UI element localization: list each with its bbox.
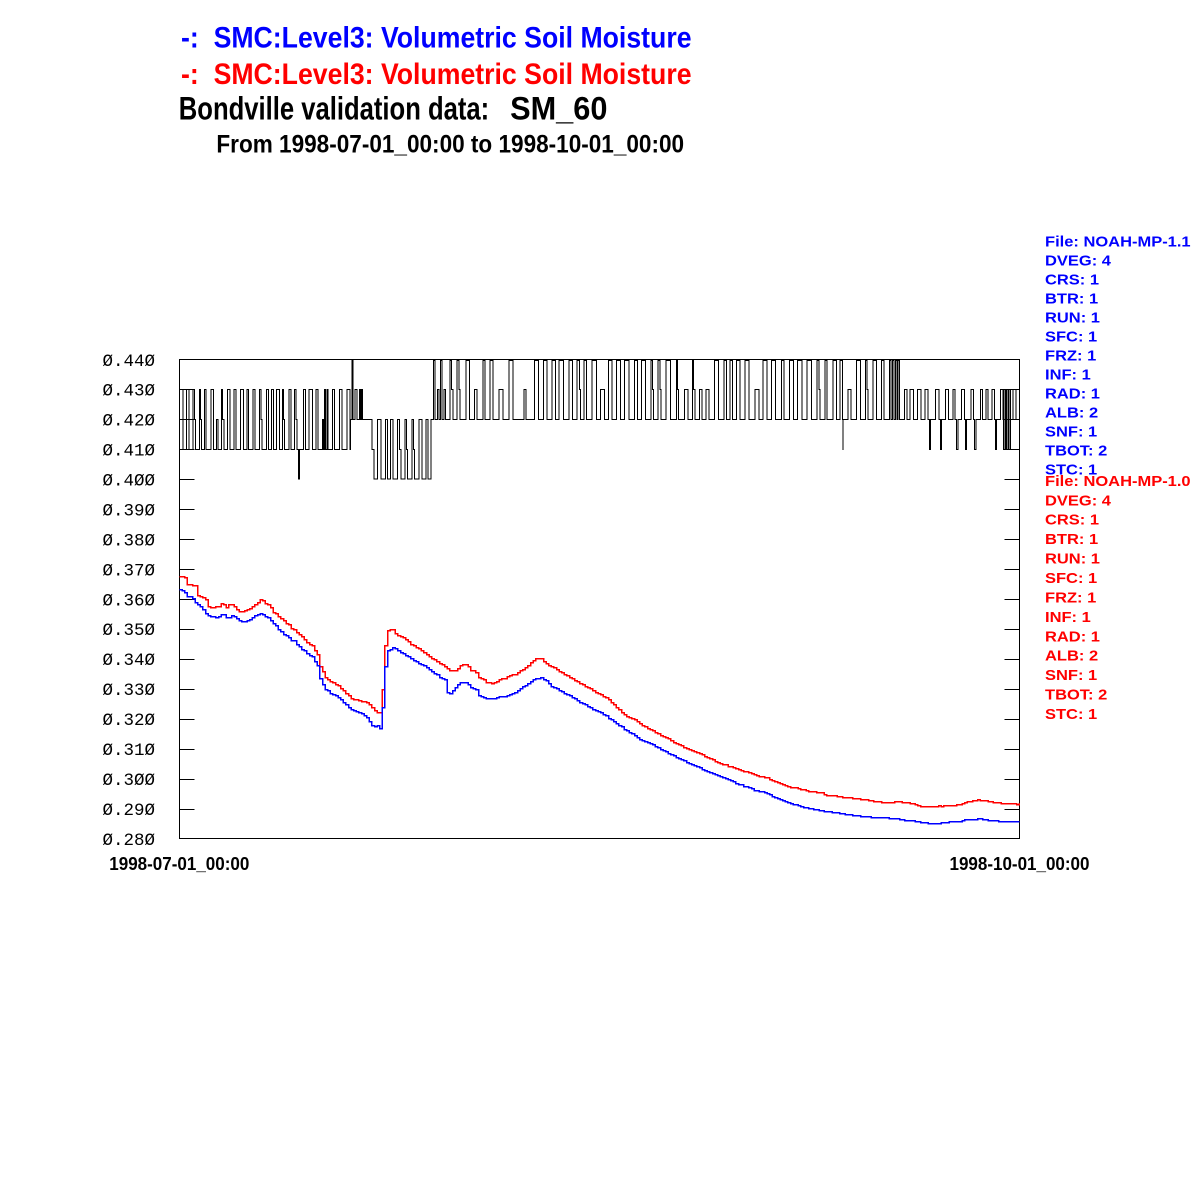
svg-text:RAD: 1: RAD: 1: [1045, 386, 1100, 402]
svg-text:Ø.42Ø: Ø.42Ø: [102, 412, 155, 432]
svg-text:Ø.36Ø: Ø.36Ø: [102, 591, 155, 611]
svg-text:Ø.33Ø: Ø.33Ø: [102, 681, 155, 701]
svg-text:File: NOAH-MP-1.0: File: NOAH-MP-1.0: [1045, 474, 1191, 490]
svg-text:FRZ: 1: FRZ: 1: [1045, 348, 1097, 364]
svg-text:File: NOAH-MP-1.1: File: NOAH-MP-1.1: [1045, 234, 1191, 250]
svg-text:Ø.29Ø: Ø.29Ø: [102, 801, 155, 821]
svg-text:TBOT: 2: TBOT: 2: [1045, 687, 1108, 703]
svg-text:Ø.31Ø: Ø.31Ø: [102, 741, 155, 761]
svg-text:CRS: 1: CRS: 1: [1045, 512, 1099, 528]
svg-text:SNF: 1: SNF: 1: [1045, 668, 1097, 684]
svg-text:-: SMC:Level3: Volumetric Soi: -: SMC:Level3: Volumetric Soil Moisture: [181, 21, 692, 54]
svg-text:ALB: 2: ALB: 2: [1045, 405, 1098, 421]
svg-text:Ø.38Ø: Ø.38Ø: [102, 531, 155, 551]
svg-text:Ø.37Ø: Ø.37Ø: [102, 561, 155, 581]
svg-text:BTR: 1: BTR: 1: [1045, 291, 1098, 307]
svg-text:DVEG: 4: DVEG: 4: [1045, 493, 1111, 509]
svg-text:Ø.4ØØ: Ø.4ØØ: [102, 472, 155, 492]
svg-text:Ø.44Ø: Ø.44Ø: [102, 352, 155, 372]
svg-text:FRZ: 1: FRZ: 1: [1045, 590, 1097, 606]
svg-text:Ø.34Ø: Ø.34Ø: [102, 651, 155, 671]
svg-text:Bondville validation data:: Bondville validation data:: [179, 92, 489, 127]
svg-text:RAD: 1: RAD: 1: [1045, 629, 1100, 645]
svg-text:1998-07-01_00:00: 1998-07-01_00:00: [109, 853, 249, 874]
svg-text:SFC: 1: SFC: 1: [1045, 329, 1097, 345]
svg-text:INF: 1: INF: 1: [1045, 367, 1091, 383]
svg-text:ALB: 2: ALB: 2: [1045, 648, 1098, 664]
svg-text:SM_60: SM_60: [510, 91, 607, 127]
svg-text:Ø.41Ø: Ø.41Ø: [102, 442, 155, 462]
svg-text:Ø.39Ø: Ø.39Ø: [102, 502, 155, 522]
svg-text:CRS: 1: CRS: 1: [1045, 272, 1099, 288]
svg-text:From 1998-07-01_00:00 to 1998-: From 1998-07-01_00:00 to 1998-10-01_00:0…: [216, 130, 684, 158]
svg-text:-: SMC:Level3: Volumetric Soi: -: SMC:Level3: Volumetric Soil Moisture: [181, 58, 692, 91]
svg-text:DVEG: 4: DVEG: 4: [1045, 253, 1111, 269]
svg-text:1998-10-01_00:00: 1998-10-01_00:00: [950, 853, 1090, 874]
svg-text:SFC: 1: SFC: 1: [1045, 571, 1097, 587]
svg-text:INF: 1: INF: 1: [1045, 609, 1091, 625]
svg-text:RUN: 1: RUN: 1: [1045, 310, 1100, 326]
svg-text:Ø.3ØØ: Ø.3ØØ: [102, 771, 155, 791]
svg-text:Ø.35Ø: Ø.35Ø: [102, 621, 155, 641]
svg-text:SNF: 1: SNF: 1: [1045, 424, 1097, 440]
svg-text:Ø.43Ø: Ø.43Ø: [102, 382, 155, 402]
svg-text:STC: 1: STC: 1: [1045, 462, 1097, 478]
svg-text:STC: 1: STC: 1: [1045, 707, 1097, 723]
svg-text:Ø.32Ø: Ø.32Ø: [102, 711, 155, 731]
svg-text:TBOT: 2: TBOT: 2: [1045, 443, 1108, 459]
svg-text:RUN: 1: RUN: 1: [1045, 551, 1100, 567]
svg-text:BTR: 1: BTR: 1: [1045, 532, 1098, 548]
svg-text:Ø.28Ø: Ø.28Ø: [102, 831, 155, 851]
